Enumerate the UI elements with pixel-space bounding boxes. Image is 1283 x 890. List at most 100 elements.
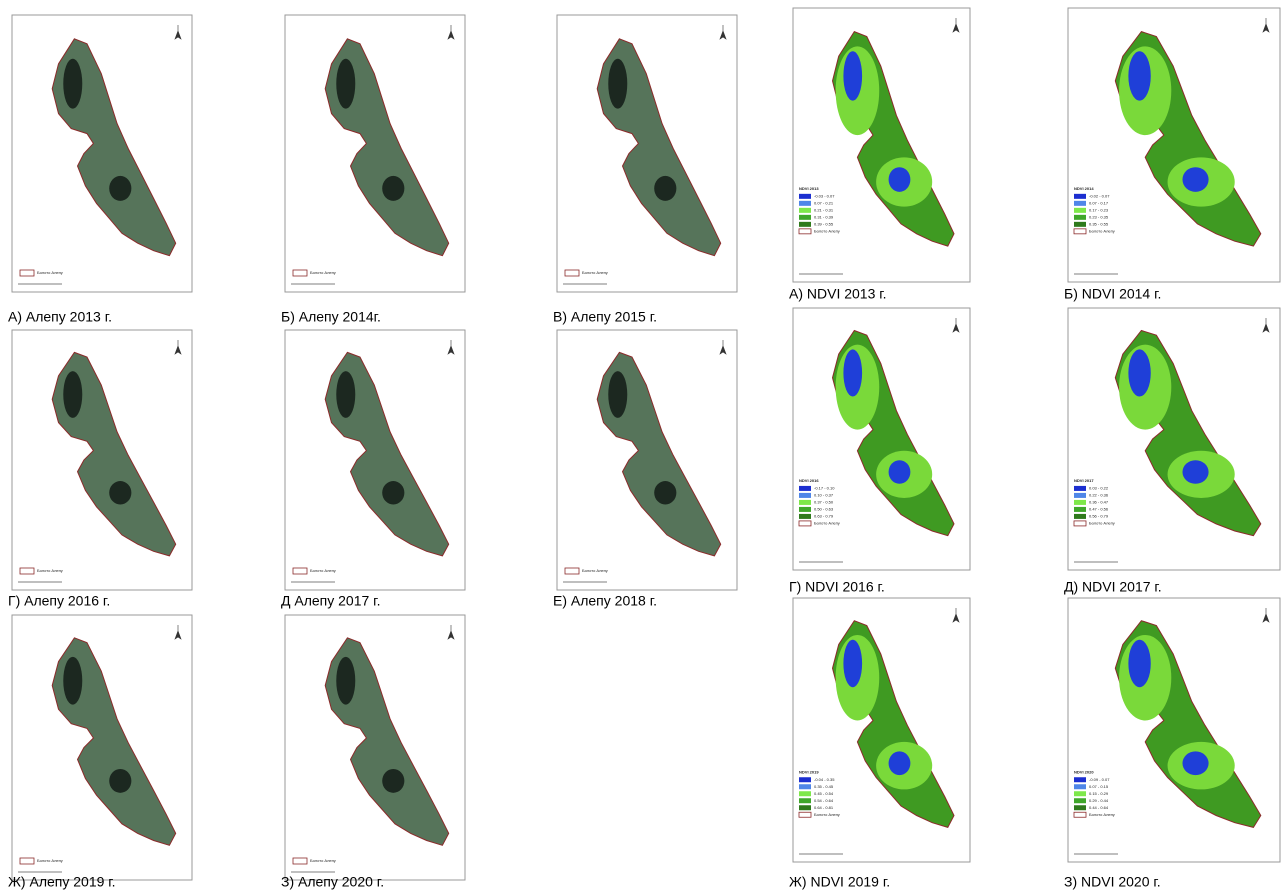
legend-title: NDVI 2017 (1074, 478, 1094, 483)
map-panel: NDVI 2013-0.03 - 0.070.07 - 0.210.21 - 0… (793, 8, 970, 282)
legend-swatch (20, 858, 34, 864)
water-patch (109, 176, 131, 201)
legend-item: Болото Алепу (310, 270, 336, 275)
legend-swatch (1074, 805, 1086, 810)
map-panel: Болото Алепу (12, 15, 192, 292)
legend-item: -0.04 - 0.35 (814, 777, 835, 782)
legend-swatch (293, 568, 307, 574)
legend-swatch (1074, 777, 1086, 782)
water-patch (1128, 51, 1150, 100)
legend-item: Болото Алепу (310, 568, 336, 573)
map-panel: NDVI 2014-0.02 - 0.070.07 - 0.170.17 - 0… (1068, 8, 1280, 282)
legend-swatch (1074, 500, 1086, 505)
water-patch (63, 371, 82, 418)
legend-item: 0.15 - 0.29 (1089, 791, 1109, 796)
water-patch (382, 481, 404, 504)
water-patch (336, 59, 355, 109)
water-patch (889, 167, 911, 192)
legend-item: 0.10 - 0.37 (814, 492, 834, 497)
legend-swatch (799, 777, 811, 782)
legend-item: 0.29 - 0.44 (1089, 798, 1109, 803)
legend-item: 0.64 - 0.81 (814, 805, 834, 810)
legend-title: NDVI 2016 (799, 478, 819, 483)
water-patch (1128, 640, 1150, 688)
map-caption: З) NDVI 2020 г. (1064, 874, 1161, 890)
water-patch (382, 176, 404, 201)
legend-swatch (799, 805, 811, 810)
map-caption: Ж) NDVI 2019 г. (789, 874, 890, 890)
legend-item: Болото Алепу (1089, 228, 1115, 233)
legend-item: 0.23 - 0.35 (1089, 214, 1109, 219)
legend-item: 0.63 - 0.79 (814, 513, 834, 518)
legend-swatch (799, 521, 811, 526)
legend-item: Болото Алепу (814, 812, 840, 817)
legend-swatch (799, 507, 811, 512)
map-panel: Болото Алепу (557, 15, 737, 292)
map-caption: Б) NDVI 2014 г. (1064, 286, 1161, 302)
legend-item: -0.02 - 0.07 (1089, 193, 1110, 198)
legend-swatch (1074, 215, 1086, 220)
water-patch (109, 769, 131, 793)
legend-swatch (799, 798, 811, 803)
legend-swatch (799, 500, 811, 505)
water-patch (654, 176, 676, 201)
legend-item: Болото Алепу (1089, 812, 1115, 817)
water-patch (63, 59, 82, 109)
legend-item: 0.07 - 0.15 (1089, 784, 1109, 789)
legend-swatch (1074, 194, 1086, 199)
legend-item: Болото Алепу (582, 568, 608, 573)
map-panel: Болото Алепу (557, 330, 737, 590)
water-patch (1182, 460, 1208, 484)
map-panel: NDVI 2019-0.04 - 0.350.35 - 0.450.45 - 0… (793, 598, 970, 862)
legend-swatch (1074, 222, 1086, 227)
legend-swatch (799, 493, 811, 498)
water-patch (336, 657, 355, 705)
legend-item: -0.03 - 0.07 (814, 193, 835, 198)
water-patch (382, 769, 404, 793)
legend-swatch (799, 208, 811, 213)
legend-swatch (1074, 201, 1086, 206)
legend-item: 0.35 - 0.45 (814, 784, 834, 789)
legend-swatch (1074, 229, 1086, 234)
water-patch (889, 460, 911, 484)
legend-title: NDVI 2014 (1074, 186, 1094, 191)
water-patch (889, 751, 911, 775)
map-panel: Болото Алепу (285, 330, 465, 590)
legend-swatch (1074, 521, 1086, 526)
legend-item: 0.54 - 0.64 (814, 798, 834, 803)
legend-item: 0.47 - 0.56 (1089, 506, 1109, 511)
water-patch (109, 481, 131, 504)
legend-item: Болото Алепу (37, 568, 63, 573)
legend-item: 0.35 - 0.55 (1089, 221, 1109, 226)
legend-swatch (1074, 493, 1086, 498)
map-caption: Г) Алепу 2016 г. (8, 593, 110, 609)
legend-title: NDVI 2019 (799, 769, 819, 774)
legend-swatch (799, 486, 811, 491)
legend-swatch (799, 229, 811, 234)
legend-item: 0.31 - 0.39 (814, 214, 834, 219)
water-patch (654, 481, 676, 504)
legend-item: 0.36 - 0.47 (1089, 499, 1109, 504)
legend-item: 0.50 - 0.63 (814, 506, 834, 511)
map-caption: Д) NDVI 2017 г. (1064, 579, 1162, 595)
legend-item: Болото Алепу (1089, 520, 1115, 525)
legend-item: Болото Алепу (310, 858, 336, 863)
legend-swatch (1074, 798, 1086, 803)
legend-swatch (1074, 514, 1086, 519)
legend-swatch (799, 514, 811, 519)
page: Болото АлепуА) Алепу 2013 г.Болото Алепу… (0, 0, 1283, 890)
legend-swatch (799, 194, 811, 199)
water-patch (1182, 751, 1208, 775)
legend-item: 0.21 - 0.31 (814, 207, 834, 212)
legend-item: -0.17 - 0.10 (814, 485, 835, 490)
legend-swatch (293, 270, 307, 276)
legend-item: 0.03 - 0.22 (1089, 485, 1109, 490)
water-patch (336, 371, 355, 418)
legend-item: Болото Алепу (814, 520, 840, 525)
water-patch (63, 657, 82, 705)
legend-item: -0.09 - 0.07 (1089, 777, 1110, 782)
map-panel: NDVI 2020-0.09 - 0.070.07 - 0.150.15 - 0… (1068, 598, 1280, 862)
legend-title: NDVI 2013 (799, 186, 819, 191)
legend-swatch (799, 215, 811, 220)
